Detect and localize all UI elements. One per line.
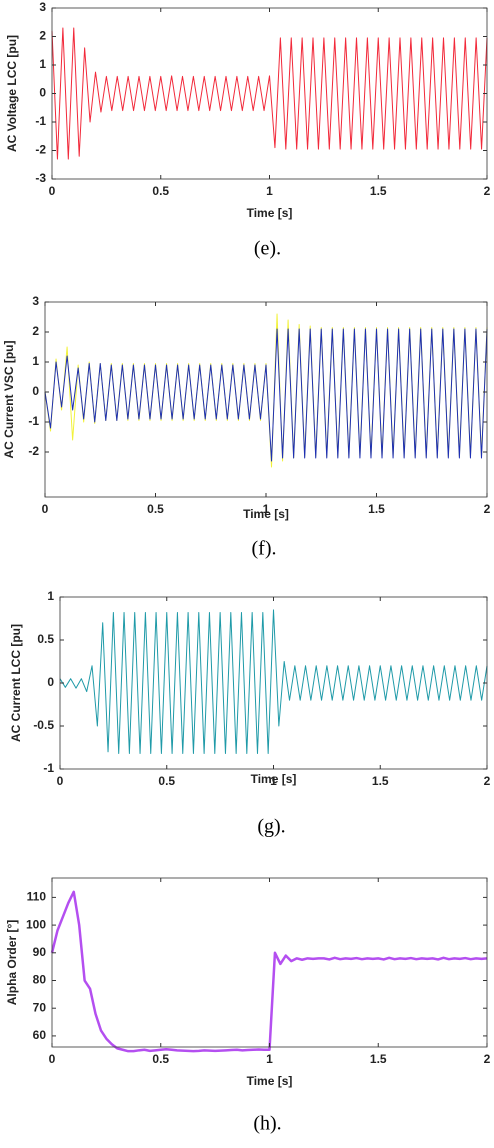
y-tick-label: -1 [35,114,46,128]
x-tick-label: 1.5 [368,502,385,516]
y-axis-label: Alpha Order [°] [5,920,19,1005]
y-axis-label: AC Current LCC [pu] [9,624,23,742]
x-tick-label: 1 [263,502,270,516]
caption: (h). [253,1113,281,1135]
x-tick-label: 0 [57,774,64,788]
y-tick-label: 0 [47,675,54,689]
y-tick-label: -2 [35,143,46,157]
y-tick-label: 100 [26,917,46,931]
y-tick-label: 60 [33,1028,47,1042]
x-tick-label: 2 [484,502,491,516]
plot-area [52,878,487,1047]
y-tick-label: 1 [32,354,39,368]
plot-area [60,597,487,769]
y-tick-label: 110 [27,890,47,904]
x-tick-label: 0.5 [152,184,169,198]
y-tick-label: 70 [33,1000,47,1014]
x-tick-label: 0.5 [152,1052,169,1066]
y-tick-label: -1 [43,761,54,775]
y-tick-label: 1 [39,57,46,71]
caption: (f). [252,538,277,560]
x-tick-label: 1 [270,774,277,788]
plot-area [52,8,487,179]
caption: (g). [257,816,285,838]
y-tick-label: 90 [33,945,47,959]
y-tick-label: 3 [39,0,46,14]
data-line [44,328,488,462]
x-tick-label: 2 [484,774,491,788]
x-tick-label: 0 [42,502,49,516]
x-axis-label: Time [s] [243,507,289,521]
x-tick-label: 2 [484,184,491,198]
y-axis-label: AC Current VSC [pu] [2,341,16,459]
y-tick-label: 0.5 [37,632,54,646]
x-tick-label: 1.5 [370,184,387,198]
y-tick-label: 1 [47,589,54,603]
x-tick-label: 1.5 [370,1052,387,1066]
y-tick-label: -0.5 [33,718,54,732]
y-tick-label: 0 [39,86,46,100]
x-tick-label: 0 [49,1052,56,1066]
data-line [50,890,488,1053]
x-tick-label: 0.5 [147,502,164,516]
x-axis-label: Time [s] [251,772,297,786]
x-axis-label: Time [s] [247,1074,293,1088]
caption: (e). [254,238,281,260]
x-tick-label: 0.5 [158,774,175,788]
x-tick-label: 0 [49,184,56,198]
y-tick-label: 2 [32,324,39,338]
y-tick-label: -2 [28,444,39,458]
x-tick-label: 1 [266,184,273,198]
x-tick-label: 1.5 [372,774,389,788]
data-line [59,609,488,755]
y-tick-label: 80 [33,973,47,987]
data-line [51,27,488,160]
y-tick-label: 3 [32,294,39,308]
x-axis-label: Time [s] [247,206,293,220]
y-tick-label: 2 [39,29,46,43]
y-tick-label: -3 [35,171,46,185]
x-tick-label: 1 [266,1052,273,1066]
y-tick-label: 0 [32,384,39,398]
y-axis-label: AC Voltage LCC [pu] [5,35,19,152]
y-tick-label: -1 [28,414,39,428]
x-tick-label: 2 [484,1052,491,1066]
